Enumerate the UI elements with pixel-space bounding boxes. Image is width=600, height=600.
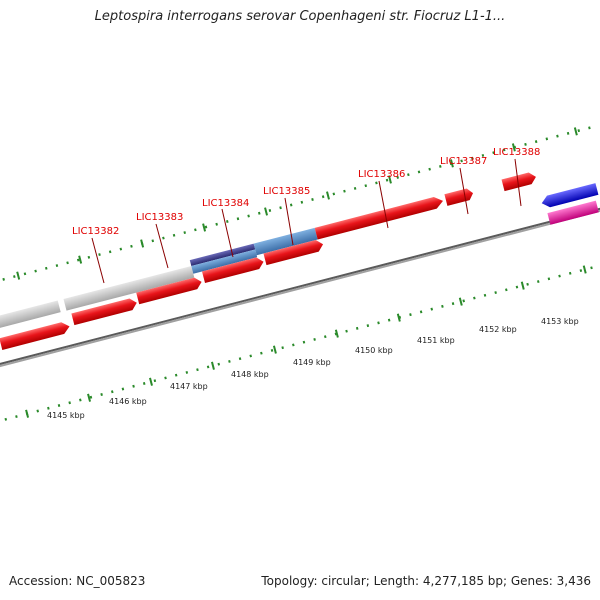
major-tick [387,175,392,184]
reverse-arrow [541,183,599,208]
dark-blue-feature [189,243,256,266]
major-tick [25,409,30,418]
major-tick [202,223,207,232]
cds-arrow [314,197,444,240]
major-tick [78,255,83,264]
cds-arrow [202,257,264,284]
accession-text: Accession: NC_005823 [9,574,146,588]
major-tick [582,265,587,274]
kbp-label: 4151 kbp [417,336,455,345]
backbone-top-edge [0,202,600,371]
inner-tick-track [0,255,600,424]
gene-label: LIC13387 [440,156,487,167]
major-tick [210,361,215,370]
major-tick [326,191,330,200]
outer-major-ticks [16,127,578,280]
major-tick [272,345,277,354]
cds-arrow [501,172,536,192]
gene-label: LIC13385 [263,186,310,197]
major-tick [458,297,463,306]
blue-feature [253,227,318,256]
kbp-label: 4153 kbp [541,317,579,326]
gene-label-connectors [91,158,522,284]
gene-label: LIC13386 [358,169,405,180]
cds-arrow [263,239,324,266]
blue-feature [191,249,258,274]
grey-feature [0,300,61,330]
kbp-label: 4152 kbp [479,325,517,334]
major-tick [16,271,21,280]
cds-arrow [444,188,474,206]
gene-label: LIC13388 [493,147,540,158]
major-tick [264,207,269,216]
gene-label: LIC13383 [136,212,183,223]
kbp-label: 4147 kbp [170,382,208,391]
major-tick [140,239,145,248]
cds-arrow [0,322,70,350]
major-tick [520,281,525,290]
major-tick [511,143,516,152]
major-tick [396,313,401,322]
major-tick [87,393,92,402]
kbp-label: 4146 kbp [109,397,147,406]
major-tick [573,127,578,136]
kbp-label: 4149 kbp [293,358,331,367]
grey-feature [63,265,195,311]
pink-feature [547,200,599,225]
kbp-label: 4148 kbp [231,370,269,379]
backbone-line [0,204,600,372]
major-tick [449,159,454,168]
outer-tick-track [0,124,600,292]
cds-arrow [136,277,202,305]
major-tick [334,329,339,338]
major-tick [149,377,153,386]
kbp-label: 4145 kbp [47,411,85,420]
cds-arrow [71,298,137,326]
kbp-label: 4150 kbp [355,346,393,355]
gene-label: LIC13384 [202,198,249,209]
inner-major-ticks [25,265,587,418]
gene-label: LIC13382 [72,226,119,237]
topology-summary: Topology: circular; Length: 4,277,185 bp… [261,574,591,588]
map-title: Leptospira interrogans serovar Copenhage… [94,9,506,24]
